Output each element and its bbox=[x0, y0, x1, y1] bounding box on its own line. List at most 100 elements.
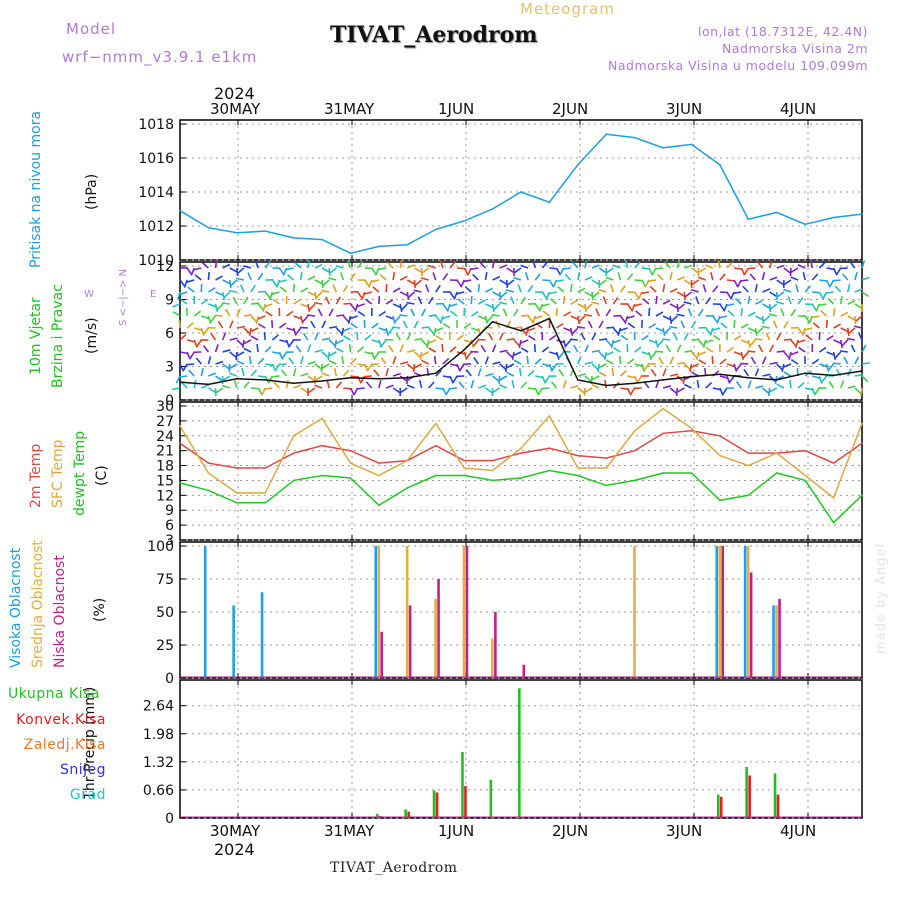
wind-arrow bbox=[633, 375, 639, 384]
wind-arrow bbox=[847, 300, 856, 305]
wind-arrow bbox=[562, 380, 567, 389]
wind-arrow bbox=[193, 327, 203, 331]
wind-arrow bbox=[264, 345, 272, 353]
data-point bbox=[207, 489, 210, 492]
wind-arrow bbox=[278, 322, 287, 329]
data-point bbox=[861, 370, 863, 372]
wind-arrow bbox=[506, 267, 514, 274]
data-point bbox=[292, 479, 295, 482]
wind-arrow bbox=[647, 279, 657, 282]
wind-arrow bbox=[825, 279, 831, 288]
wind-arrow bbox=[850, 344, 856, 353]
wind-arrow bbox=[854, 315, 857, 325]
wind-arrow bbox=[320, 363, 323, 373]
wind-arrow bbox=[457, 298, 465, 305]
data-point bbox=[520, 477, 522, 479]
wind-arrow bbox=[619, 285, 626, 293]
wind-arrow bbox=[633, 303, 642, 307]
wind-arrow bbox=[604, 379, 608, 389]
data-point bbox=[662, 379, 664, 381]
wind-arrow bbox=[261, 387, 266, 396]
wind-arrow bbox=[370, 279, 380, 283]
wind-arrow bbox=[458, 381, 465, 389]
wind-arrow bbox=[470, 267, 479, 271]
wind-arrow bbox=[229, 372, 238, 377]
wind-arrow bbox=[861, 362, 871, 365]
wind-arrow bbox=[723, 303, 728, 312]
wind-arrow bbox=[356, 375, 362, 384]
wind-arrow bbox=[743, 267, 750, 276]
wind-arrow bbox=[414, 363, 422, 369]
wind-arrow bbox=[236, 339, 244, 346]
wind-arrow bbox=[805, 334, 813, 341]
data-point bbox=[605, 484, 608, 487]
wind-arrow bbox=[624, 315, 629, 324]
wind-arrow bbox=[689, 363, 693, 373]
wind-arrow bbox=[477, 368, 482, 377]
wind-arrow bbox=[196, 339, 202, 348]
data-point bbox=[463, 474, 465, 477]
wind-arrow bbox=[532, 315, 536, 324]
wind-arrow bbox=[518, 367, 522, 377]
wind-arrow bbox=[271, 363, 277, 372]
wind-arrow bbox=[470, 380, 475, 389]
data-point bbox=[633, 136, 636, 139]
wind-arrow bbox=[172, 311, 181, 317]
wind-arrow bbox=[684, 291, 692, 298]
wind-arrow bbox=[450, 310, 458, 317]
wind-arrow bbox=[307, 360, 316, 365]
wind-arrow bbox=[363, 291, 373, 295]
wind-arrow bbox=[610, 284, 615, 293]
wind-arrow bbox=[776, 264, 785, 269]
wind-arrow bbox=[399, 303, 403, 313]
temp-label-1: 2m Temp bbox=[28, 443, 44, 508]
wind-arrow bbox=[804, 327, 813, 331]
data-point bbox=[406, 459, 409, 462]
wind-arrow bbox=[769, 361, 778, 365]
data-point bbox=[775, 472, 778, 474]
wind-arrow bbox=[570, 315, 579, 321]
data-point bbox=[605, 457, 608, 459]
wind-arrow bbox=[832, 362, 841, 365]
wind-arrow bbox=[456, 267, 466, 270]
wind-arrow bbox=[541, 375, 547, 384]
wind-arrow bbox=[256, 343, 259, 353]
wind-arrow bbox=[563, 311, 571, 317]
data-point bbox=[207, 472, 210, 474]
wind-arrow bbox=[629, 387, 636, 396]
wind-arrow bbox=[210, 332, 217, 341]
wind-arrow bbox=[733, 363, 738, 372]
wind-arrow bbox=[548, 334, 557, 341]
data-point bbox=[662, 147, 664, 149]
wind-arrow bbox=[740, 267, 746, 276]
wind-arrow bbox=[463, 322, 472, 329]
wind-arrow bbox=[641, 363, 646, 372]
wind-arrow bbox=[495, 320, 501, 329]
wind-arrow bbox=[442, 315, 451, 320]
wind-arrow bbox=[306, 314, 316, 317]
top-day-3JUN: 3JUN bbox=[666, 100, 703, 118]
wind-arrow bbox=[514, 267, 522, 274]
wind-arrow bbox=[569, 283, 573, 293]
wind-arrow bbox=[364, 351, 373, 355]
wind-arrow bbox=[776, 383, 785, 389]
wind-arrow bbox=[696, 351, 700, 360]
data-point bbox=[577, 454, 579, 457]
wind-arrow bbox=[250, 315, 258, 323]
wind-arrow bbox=[435, 369, 442, 377]
wind-arrow bbox=[662, 315, 671, 321]
wind-arrow bbox=[802, 272, 806, 281]
data-point bbox=[207, 383, 210, 386]
wind-arrow bbox=[392, 372, 401, 377]
wind-arrow bbox=[719, 358, 727, 365]
y-tick-label: 0 bbox=[165, 671, 174, 687]
wind-arrow bbox=[562, 339, 567, 348]
wind-arrow bbox=[577, 387, 585, 394]
y-tick-label: 1010 bbox=[138, 253, 174, 269]
wind-arrow bbox=[449, 261, 456, 269]
wind-arrow bbox=[826, 267, 835, 271]
wind-arrow bbox=[742, 285, 749, 293]
wind-arrow bbox=[676, 260, 681, 269]
wind-arrow bbox=[406, 384, 415, 389]
wind-arrow bbox=[641, 279, 647, 288]
